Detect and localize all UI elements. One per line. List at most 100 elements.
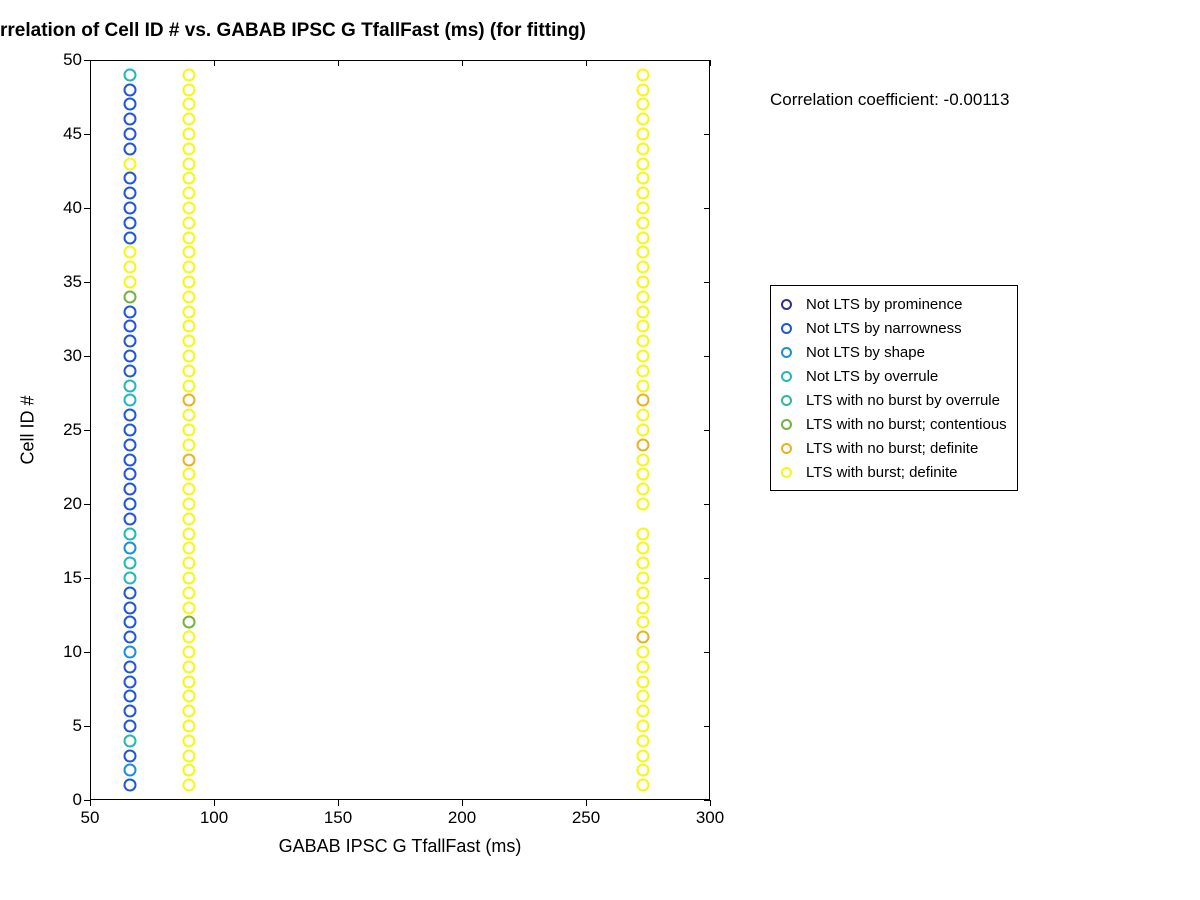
y-tick bbox=[84, 208, 90, 209]
data-point bbox=[123, 616, 136, 629]
data-point bbox=[637, 394, 650, 407]
legend-marker-icon bbox=[781, 467, 792, 478]
y-tick bbox=[704, 504, 710, 505]
legend-item: Not LTS by shape bbox=[781, 340, 1007, 364]
data-point bbox=[183, 394, 196, 407]
y-tick bbox=[84, 800, 90, 801]
data-point bbox=[637, 202, 650, 215]
data-point bbox=[123, 409, 136, 422]
data-point bbox=[637, 290, 650, 303]
data-point bbox=[123, 216, 136, 229]
data-point bbox=[183, 276, 196, 289]
data-point bbox=[183, 512, 196, 525]
data-point bbox=[183, 586, 196, 599]
data-point bbox=[637, 498, 650, 511]
data-point bbox=[123, 290, 136, 303]
legend-label: LTS with no burst; definite bbox=[806, 440, 978, 457]
data-point bbox=[123, 453, 136, 466]
data-point bbox=[637, 690, 650, 703]
data-point bbox=[183, 705, 196, 718]
data-point bbox=[123, 438, 136, 451]
y-tick bbox=[84, 504, 90, 505]
data-point bbox=[123, 675, 136, 688]
data-point bbox=[637, 483, 650, 496]
y-tick bbox=[84, 134, 90, 135]
data-point bbox=[123, 749, 136, 762]
data-point bbox=[123, 557, 136, 570]
data-point bbox=[637, 557, 650, 570]
data-point bbox=[123, 142, 136, 155]
data-point bbox=[637, 601, 650, 614]
x-tick-label: 250 bbox=[572, 808, 600, 828]
data-point bbox=[183, 660, 196, 673]
legend-item: Not LTS by overrule bbox=[781, 364, 1007, 388]
data-point bbox=[183, 616, 196, 629]
data-point bbox=[637, 276, 650, 289]
data-point bbox=[637, 172, 650, 185]
data-point bbox=[637, 379, 650, 392]
data-point bbox=[123, 350, 136, 363]
legend-item: LTS with no burst; contentious bbox=[781, 412, 1007, 436]
x-tick bbox=[214, 800, 215, 806]
data-point bbox=[183, 305, 196, 318]
data-point bbox=[637, 720, 650, 733]
x-tick-label: 150 bbox=[324, 808, 352, 828]
x-tick bbox=[710, 800, 711, 806]
legend-marker-icon bbox=[781, 395, 792, 406]
x-tick bbox=[90, 60, 91, 66]
y-tick bbox=[704, 726, 710, 727]
x-tick bbox=[586, 800, 587, 806]
data-point bbox=[637, 542, 650, 555]
data-point bbox=[183, 98, 196, 111]
data-point bbox=[123, 779, 136, 792]
data-point bbox=[637, 142, 650, 155]
data-point bbox=[637, 409, 650, 422]
data-point bbox=[123, 246, 136, 259]
data-point bbox=[123, 68, 136, 81]
data-point bbox=[183, 631, 196, 644]
legend-label: LTS with no burst by overrule bbox=[806, 392, 1000, 409]
data-point bbox=[123, 542, 136, 555]
data-point bbox=[123, 335, 136, 348]
data-point bbox=[183, 749, 196, 762]
data-point bbox=[183, 142, 196, 155]
data-point bbox=[183, 83, 196, 96]
legend-item: Not LTS by narrowness bbox=[781, 316, 1007, 340]
data-point bbox=[637, 128, 650, 141]
data-point bbox=[637, 335, 650, 348]
x-tick bbox=[462, 60, 463, 66]
data-point bbox=[183, 720, 196, 733]
legend-label: Not LTS by overrule bbox=[806, 368, 938, 385]
data-point bbox=[637, 305, 650, 318]
y-tick bbox=[704, 134, 710, 135]
data-point bbox=[637, 468, 650, 481]
data-point bbox=[183, 320, 196, 333]
y-tick bbox=[704, 60, 710, 61]
data-point bbox=[123, 720, 136, 733]
legend-marker-icon bbox=[781, 299, 792, 310]
data-point bbox=[183, 779, 196, 792]
data-point bbox=[637, 438, 650, 451]
data-point bbox=[637, 779, 650, 792]
data-point bbox=[123, 764, 136, 777]
y-tick bbox=[84, 356, 90, 357]
legend-item: LTS with no burst; definite bbox=[781, 436, 1007, 460]
data-point bbox=[637, 660, 650, 673]
data-point bbox=[183, 542, 196, 555]
data-point bbox=[183, 335, 196, 348]
data-point bbox=[123, 734, 136, 747]
y-tick bbox=[84, 430, 90, 431]
data-point bbox=[123, 498, 136, 511]
correlation-annotation: Correlation coefficient: -0.00113 bbox=[770, 90, 1009, 110]
y-tick bbox=[704, 208, 710, 209]
data-point bbox=[637, 675, 650, 688]
legend-label: Not LTS by prominence bbox=[806, 296, 962, 313]
y-tick-label: 50 bbox=[56, 50, 82, 70]
data-point bbox=[637, 320, 650, 333]
y-tick-label: 25 bbox=[56, 420, 82, 440]
x-tick-label: 300 bbox=[696, 808, 724, 828]
data-point bbox=[183, 202, 196, 215]
data-point bbox=[183, 113, 196, 126]
data-point bbox=[123, 631, 136, 644]
y-tick-label: 40 bbox=[56, 198, 82, 218]
